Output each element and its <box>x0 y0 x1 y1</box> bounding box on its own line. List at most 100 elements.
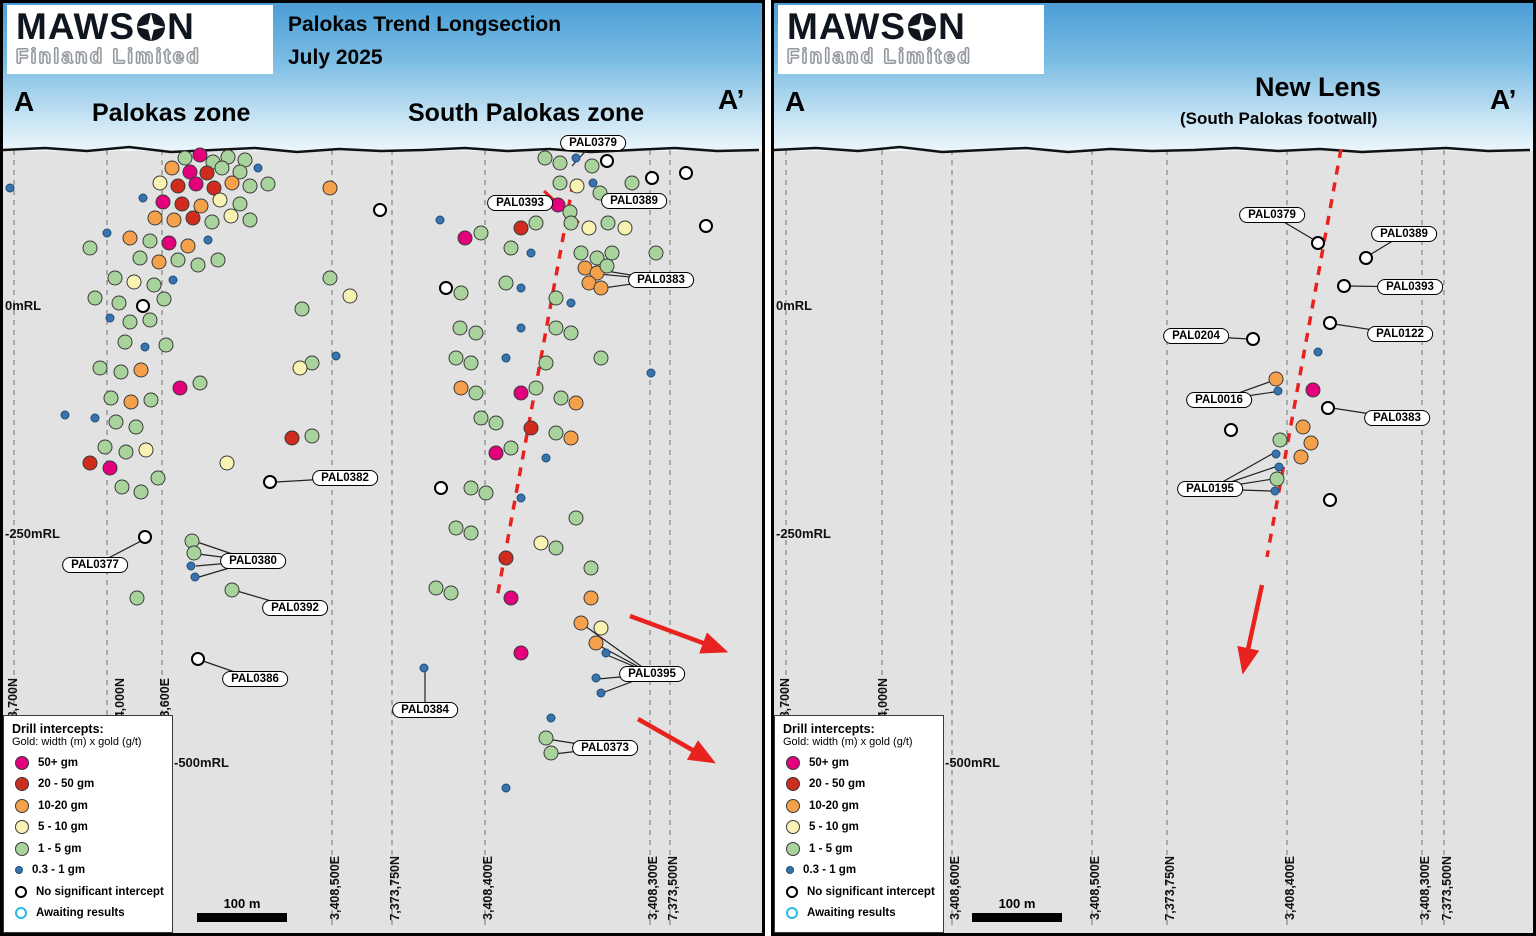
legend-label: 10-20 gm <box>809 799 859 812</box>
section-marker-a-prime: A’ <box>1490 84 1517 115</box>
legend-item-c10: 10-20 gm <box>12 795 164 817</box>
scale-bar-label: 100 m <box>998 896 1036 911</box>
legend-box: Drill intercepts: Gold: width (m) x gold… <box>3 715 173 933</box>
legend-label: No significant intercept <box>36 885 164 898</box>
grid-coordinate-label: 7,373,750N <box>1163 856 1177 921</box>
elevation-label: -250mRL <box>5 526 60 541</box>
elevation-label: 0mRL <box>776 298 813 313</box>
legend-label: 1 - 5 gm <box>809 842 853 855</box>
figure-title: Palokas Trend Longsection July 2025 <box>288 9 561 74</box>
logo-subtitle: Finland Limited <box>15 45 202 68</box>
elevation-label: 0mRL <box>5 298 42 313</box>
drill-hole-label: PAL0383 <box>628 272 694 288</box>
drill-hole-label: PAL0373 <box>572 740 638 756</box>
grid-coordinate-label: 3,408,300E <box>646 856 660 920</box>
legend-item-c20: 20 - 50 gm <box>12 774 164 796</box>
legend-label: 10-20 gm <box>38 799 88 812</box>
drill-hole-label: PAL0195 <box>1177 481 1243 497</box>
legend-swatch-c03 <box>786 866 794 875</box>
legend-title: Drill intercepts: <box>783 722 875 736</box>
zone-label-new-lens: New Lens <box>1255 72 1382 102</box>
zone-label-palokas: Palokas zone <box>92 99 251 127</box>
elevation-label: -500mRL <box>945 755 1000 770</box>
legend-item-c03: 0.3 - 1 gm <box>12 860 164 882</box>
legend-swatch-c1 <box>15 841 29 856</box>
drill-hole-label: PAL0382 <box>312 470 378 486</box>
legend-item-await: Awaiting results <box>12 903 164 925</box>
legend-label: 0.3 - 1 gm <box>32 864 86 877</box>
legend-swatch-c10 <box>786 798 800 813</box>
legend-subtitle: Gold: width (m) x gold (g/t) <box>783 736 913 748</box>
legend-label: 1 - 5 gm <box>38 842 82 855</box>
legend-label: 20 - 50 gm <box>809 778 866 791</box>
grid-coordinate-label: 3,408,600E <box>948 856 962 920</box>
legend-title: Drill intercepts: <box>12 722 104 736</box>
elevation-label: -500mRL <box>174 755 229 770</box>
drill-hole-label: PAL0384 <box>392 702 458 718</box>
legend-label: 50+ gm <box>38 756 78 769</box>
compass-o-icon <box>137 12 166 41</box>
drill-hole-label: PAL0392 <box>262 600 328 616</box>
legend-swatch-c5 <box>15 820 29 835</box>
drill-hole-label: PAL0395 <box>619 666 685 682</box>
grid-coordinate-label: 3,408,300E <box>1418 856 1432 920</box>
grid-coordinate-label: 7,373,500N <box>1440 856 1454 921</box>
legend-item-await: Awaiting results <box>783 903 935 925</box>
legend-item-c03: 0.3 - 1 gm <box>783 860 935 882</box>
legend-item-c1: 1 - 5 gm <box>12 838 164 860</box>
drill-hole-label: PAL0122 <box>1367 326 1433 342</box>
drill-hole-label: PAL0379 <box>1239 207 1305 223</box>
grid-coordinate-label: 3,408,500E <box>328 856 342 920</box>
legend-box: Drill intercepts: Gold: width (m) x gold… <box>774 715 944 933</box>
scale-bar-rect <box>972 913 1062 922</box>
elevation-label: -250mRL <box>776 526 831 541</box>
scale-bar: 100 m <box>972 896 1062 922</box>
logo-wordmark: MAWS N <box>16 6 195 47</box>
legend-swatch-await <box>15 907 27 920</box>
drill-hole-label: PAL0389 <box>1371 226 1437 242</box>
legend-item-c50: 50+ gm <box>12 752 164 774</box>
drill-hole-label: PAL0383 <box>1364 410 1430 426</box>
scale-bar-label: 100 m <box>223 896 261 911</box>
legend-item-c1: 1 - 5 gm <box>783 838 935 860</box>
mawson-logo: MAWS N Finland Limited <box>778 5 1044 74</box>
legend-swatch-nsi <box>15 885 27 898</box>
drill-hole-label: PAL0377 <box>62 557 128 573</box>
figure-title-line1: Palokas Trend Longsection <box>288 13 562 36</box>
legend-swatch-c20 <box>15 777 29 792</box>
scale-bar: 100 m <box>197 896 287 922</box>
logo-subtitle: Finland Limited <box>786 45 973 68</box>
figure-title-line2: July 2025 <box>288 45 383 69</box>
legend-label: 50+ gm <box>809 756 849 769</box>
drill-hole-label: PAL0380 <box>220 553 286 569</box>
legend-item-nsi: No significant intercept <box>783 881 935 903</box>
grid-coordinate-label: 7,373,750N <box>388 856 402 921</box>
drill-hole-label: PAL0386 <box>222 671 288 687</box>
legend-subtitle: Gold: width (m) x gold (g/t) <box>12 736 142 748</box>
drill-hole-label: PAL0389 <box>601 193 667 209</box>
legend-item-c5: 5 - 10 gm <box>783 817 935 839</box>
drill-hole-label: PAL0393 <box>487 195 553 211</box>
legend-label: 5 - 10 gm <box>809 821 859 834</box>
legend-label: 20 - 50 gm <box>38 778 95 791</box>
section-marker-a: A <box>785 86 806 117</box>
legend-item-nsi: No significant intercept <box>12 881 164 903</box>
legend-swatch-c50 <box>15 755 29 770</box>
logo-wordmark: MAWS N <box>787 6 966 47</box>
drill-hole-label: PAL0204 <box>1163 328 1229 344</box>
zone-sublabel-footwall: (South Palokas footwall) <box>1180 109 1378 128</box>
scale-bar-rect <box>197 913 287 922</box>
compass-o-icon <box>908 12 937 41</box>
legend-item-c50: 50+ gm <box>783 752 935 774</box>
legend-item-c20: 20 - 50 gm <box>783 774 935 796</box>
drill-hole-label: PAL0016 <box>1186 392 1252 408</box>
grid-coordinate-label: 3,408,400E <box>481 856 495 920</box>
grid-coordinate-label: 3,408,400E <box>1283 856 1297 920</box>
zone-label-south-palokas: South Palokas zone <box>408 99 645 127</box>
legend-label: 0.3 - 1 gm <box>803 864 857 877</box>
drill-hole-label: PAL0379 <box>560 135 626 151</box>
section-marker-a-prime: A’ <box>718 84 745 115</box>
legend-items: 50+ gm 20 - 50 gm 10-20 gm 5 - 10 gm 1 - 5 g… <box>12 752 164 924</box>
legend-label: 5 - 10 gm <box>38 821 88 834</box>
